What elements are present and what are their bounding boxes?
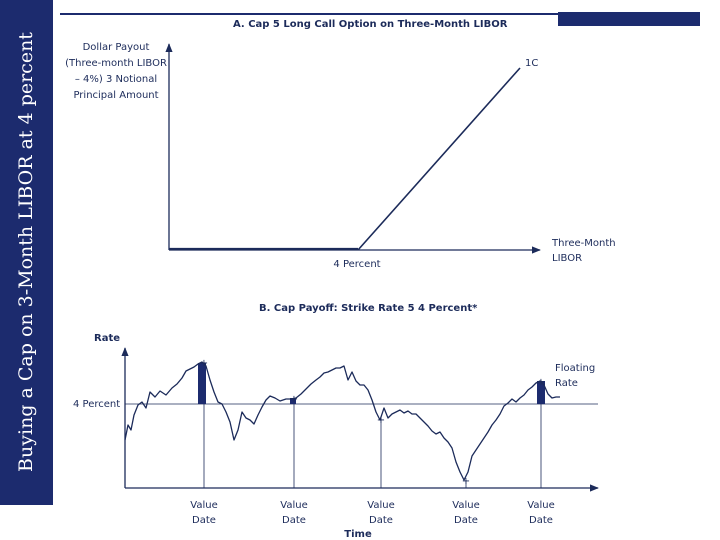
panel-a-title: A. Cap 5 Long Call Option on Three-Month… (233, 19, 508, 30)
panel-a-y-axis-label-line: Dollar Payout (82, 42, 150, 53)
cap-payoff-bar (537, 381, 545, 404)
rate-point-marker: + (462, 476, 470, 487)
panel-b: + + + + + (121, 347, 599, 492)
rate-point-marker: + (200, 358, 208, 369)
value-date-label: Value Date (280, 498, 307, 528)
panel-a-strike-label: 4 Percent (333, 259, 381, 270)
value-date-label: Value Date (452, 498, 479, 528)
panel-a-y-axis-label-line: – 4%) 3 Notional (74, 74, 158, 85)
value-date-label-line: Value (190, 500, 218, 511)
panel-b-title: B. Cap Payoff: Strike Rate 5 4 Percent* (259, 303, 478, 314)
payoff-line-label: 1C (525, 58, 539, 69)
panel-a-x-axis-label-line: Three-Month (552, 238, 616, 249)
cap-payoff-bar (290, 398, 296, 404)
panel-a (165, 43, 541, 254)
value-date-label-line: Value (527, 500, 555, 511)
panel-a-y-axis-label: Dollar Payout (Three-month LIBOR – 4%) 3… (65, 40, 167, 104)
rate-point-marker: + (377, 415, 385, 426)
panel-a-y-axis-label-line: Principal Amount (73, 90, 159, 101)
value-date-label-line: Date (454, 515, 478, 526)
floating-rate-line (124, 361, 560, 481)
panel-b-y-axis-label: Rate (94, 333, 121, 344)
panel-b-strike-label: 4 Percent (73, 399, 121, 410)
header-rule (60, 13, 700, 15)
payoff-line (357, 67, 521, 251)
floating-rate-label-line: Rate (555, 378, 578, 389)
value-date-label: Value Date (367, 498, 394, 528)
panel-b-x-axis-label: Time (344, 529, 372, 540)
sidebar-banner: Buying a Cap on 3-Month LIBOR at 4 perce… (0, 0, 53, 505)
value-date-label-line: Date (529, 515, 553, 526)
panel-a-x-axis-label: Three-Month LIBOR (552, 236, 616, 266)
floating-rate-label-line: Floating (555, 363, 596, 374)
floating-rate-label: Floating Rate (555, 361, 595, 391)
cap-payoff-bar (198, 363, 206, 404)
panel-a-x-axis-label-line: LIBOR (552, 253, 583, 264)
rate-point-marker: + (290, 394, 298, 405)
panel-a-y-axis-label-line: (Three-month LIBOR (65, 58, 167, 69)
value-date-label: Value Date (190, 498, 217, 528)
rate-point-marker: + (537, 377, 545, 388)
header-accent-box (558, 12, 700, 26)
value-date-label-line: Value (367, 500, 395, 511)
value-date-label-line: Value (280, 500, 308, 511)
value-date-label-line: Value (452, 500, 480, 511)
value-date-label-line: Date (192, 515, 216, 526)
value-date-label-line: Date (369, 515, 393, 526)
value-date-label: Value Date (527, 498, 554, 528)
value-date-label-line: Date (282, 515, 306, 526)
